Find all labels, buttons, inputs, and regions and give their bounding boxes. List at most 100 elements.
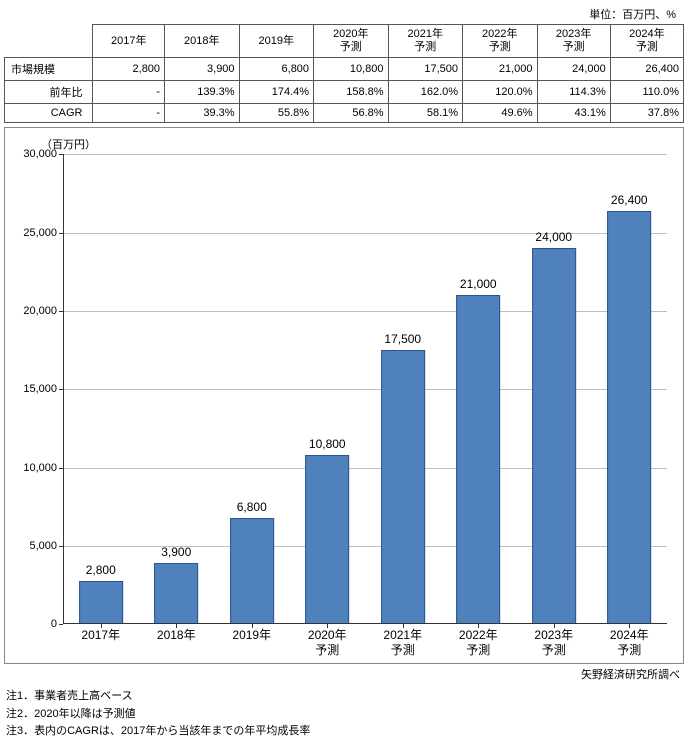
- bar-value-label: 24,000: [535, 230, 572, 244]
- col-header: 2019年: [239, 25, 314, 58]
- bar-col: 6,800: [214, 154, 290, 624]
- col-header: 2017年: [93, 25, 165, 58]
- bar: [381, 350, 425, 624]
- ytick-mark: [59, 468, 63, 469]
- ytick-label: 20,000: [11, 305, 57, 317]
- cell: 37.8%: [610, 104, 683, 123]
- cell: 120.0%: [463, 81, 538, 104]
- cell: 43.1%: [537, 104, 610, 123]
- cell: 24,000: [537, 58, 610, 81]
- bar-value-label: 6,800: [237, 500, 267, 514]
- col-header: 2021年予測: [388, 25, 463, 58]
- note: 注2．2020年以降は予測値: [6, 706, 684, 724]
- bar-value-label: 17,500: [384, 332, 421, 346]
- bar-col: 2,800: [63, 154, 139, 624]
- cell: 39.3%: [165, 104, 240, 123]
- cell: 10,800: [314, 58, 389, 81]
- table-header-row: 2017年2018年2019年2020年予測2021年予測2022年予測2023…: [5, 25, 684, 58]
- bars: 2,800 3,900 6,800 10,800 17,500 21,000 24,000 2…: [63, 154, 667, 624]
- data-table: 2017年2018年2019年2020年予測2021年予測2022年予測2023…: [4, 24, 684, 123]
- col-header: 2018年: [165, 25, 240, 58]
- ytick-label: 25,000: [11, 227, 57, 239]
- cell: 139.3%: [165, 81, 240, 104]
- ytick-mark: [59, 233, 63, 234]
- cell: 174.4%: [239, 81, 314, 104]
- cell: 110.0%: [610, 81, 683, 104]
- xlabels: 2017年2018年2019年2020年予測2021年予測2022年予測2023…: [63, 624, 667, 657]
- cell: 6,800: [239, 58, 314, 81]
- bar-col: 3,900: [139, 154, 215, 624]
- bar: [532, 248, 576, 624]
- ytick-mark: [59, 546, 63, 547]
- chart-source: 矢野経済研究所調べ: [4, 664, 684, 682]
- cell: 49.6%: [463, 104, 538, 123]
- bar: [456, 295, 500, 624]
- ytick-mark: [59, 389, 63, 390]
- xlabel: 2024年予測: [592, 624, 668, 657]
- bar-col: 17,500: [365, 154, 441, 624]
- bar: [79, 581, 123, 625]
- bar-value-label: 21,000: [460, 277, 497, 291]
- cell: 162.0%: [388, 81, 463, 104]
- unit-label: 単位：百万円、%: [4, 4, 684, 24]
- xtick-mark: [403, 624, 404, 628]
- col-header: 2022年予測: [463, 25, 538, 58]
- col-header: 2024年予測: [610, 25, 683, 58]
- bar-value-label: 3,900: [161, 545, 191, 559]
- cell: 158.8%: [314, 81, 389, 104]
- xlabel: 2019年: [214, 624, 290, 657]
- xtick-mark: [101, 624, 102, 628]
- ytick-mark: [59, 154, 63, 155]
- table-row: 前年比-139.3%174.4%158.8%162.0%120.0%114.3%…: [5, 81, 684, 104]
- cell: 55.8%: [239, 104, 314, 123]
- xtick-mark: [478, 624, 479, 628]
- cell: 26,400: [610, 58, 683, 81]
- xtick-mark: [252, 624, 253, 628]
- xlabel: 2021年予測: [365, 624, 441, 657]
- xtick-mark: [554, 624, 555, 628]
- table-corner: [5, 25, 93, 58]
- baseline: [63, 623, 667, 624]
- col-header: 2023年予測: [537, 25, 610, 58]
- note: 注1．事業者売上高ベース: [6, 688, 684, 706]
- cell: -: [93, 81, 165, 104]
- note: 注3．表内のCAGRは、2017年から当該年までの年平均成長率: [6, 723, 684, 741]
- col-header: 2020年予測: [314, 25, 389, 58]
- cell: 114.3%: [537, 81, 610, 104]
- bar-col: 21,000: [441, 154, 517, 624]
- ytick-label: 0: [11, 618, 57, 630]
- bar: [305, 455, 349, 624]
- bar: [154, 563, 198, 624]
- row-label: 市場規模: [5, 58, 93, 81]
- notes: 注1．事業者売上高ベース注2．2020年以降は予測値注3．表内のCAGRは、20…: [4, 682, 684, 741]
- bar-value-label: 10,800: [309, 437, 346, 451]
- cell: 2,800: [93, 58, 165, 81]
- bar-col: 10,800: [290, 154, 366, 624]
- table-body: 市場規模2,8003,9006,80010,80017,50021,00024,…: [5, 58, 684, 123]
- xtick-mark: [629, 624, 630, 628]
- cell: 58.1%: [388, 104, 463, 123]
- table-row: 市場規模2,8003,9006,80010,80017,50021,00024,…: [5, 58, 684, 81]
- bar-value-label: 2,800: [86, 563, 116, 577]
- bar-col: 26,400: [592, 154, 668, 624]
- xlabel: 2018年: [139, 624, 215, 657]
- ytick-label: 5,000: [11, 540, 57, 552]
- ytick-label: 30,000: [11, 148, 57, 160]
- ytick-mark: [59, 311, 63, 312]
- plot-area: 2,800 3,900 6,800 10,800 17,500 21,000 24,000 2…: [63, 154, 667, 624]
- bar: [607, 211, 651, 625]
- chart: （百万円） 2,8003,9006,80010,80017,50021,0002…: [4, 127, 684, 664]
- bar-value-label: 26,400: [611, 193, 648, 207]
- ytick-mark: [59, 624, 63, 625]
- xlabel: 2023年予測: [516, 624, 592, 657]
- table-row: CAGR-39.3%55.8%56.8%58.1%49.6%43.1%37.8%: [5, 104, 684, 123]
- xlabel: 2020年予測: [290, 624, 366, 657]
- row-label: 前年比: [5, 81, 93, 104]
- bar: [230, 518, 274, 625]
- chart-ylabel: （百万円）: [11, 136, 677, 154]
- xtick-mark: [327, 624, 328, 628]
- ytick-label: 15,000: [11, 383, 57, 395]
- cell: 21,000: [463, 58, 538, 81]
- bar-col: 24,000: [516, 154, 592, 624]
- cell: 17,500: [388, 58, 463, 81]
